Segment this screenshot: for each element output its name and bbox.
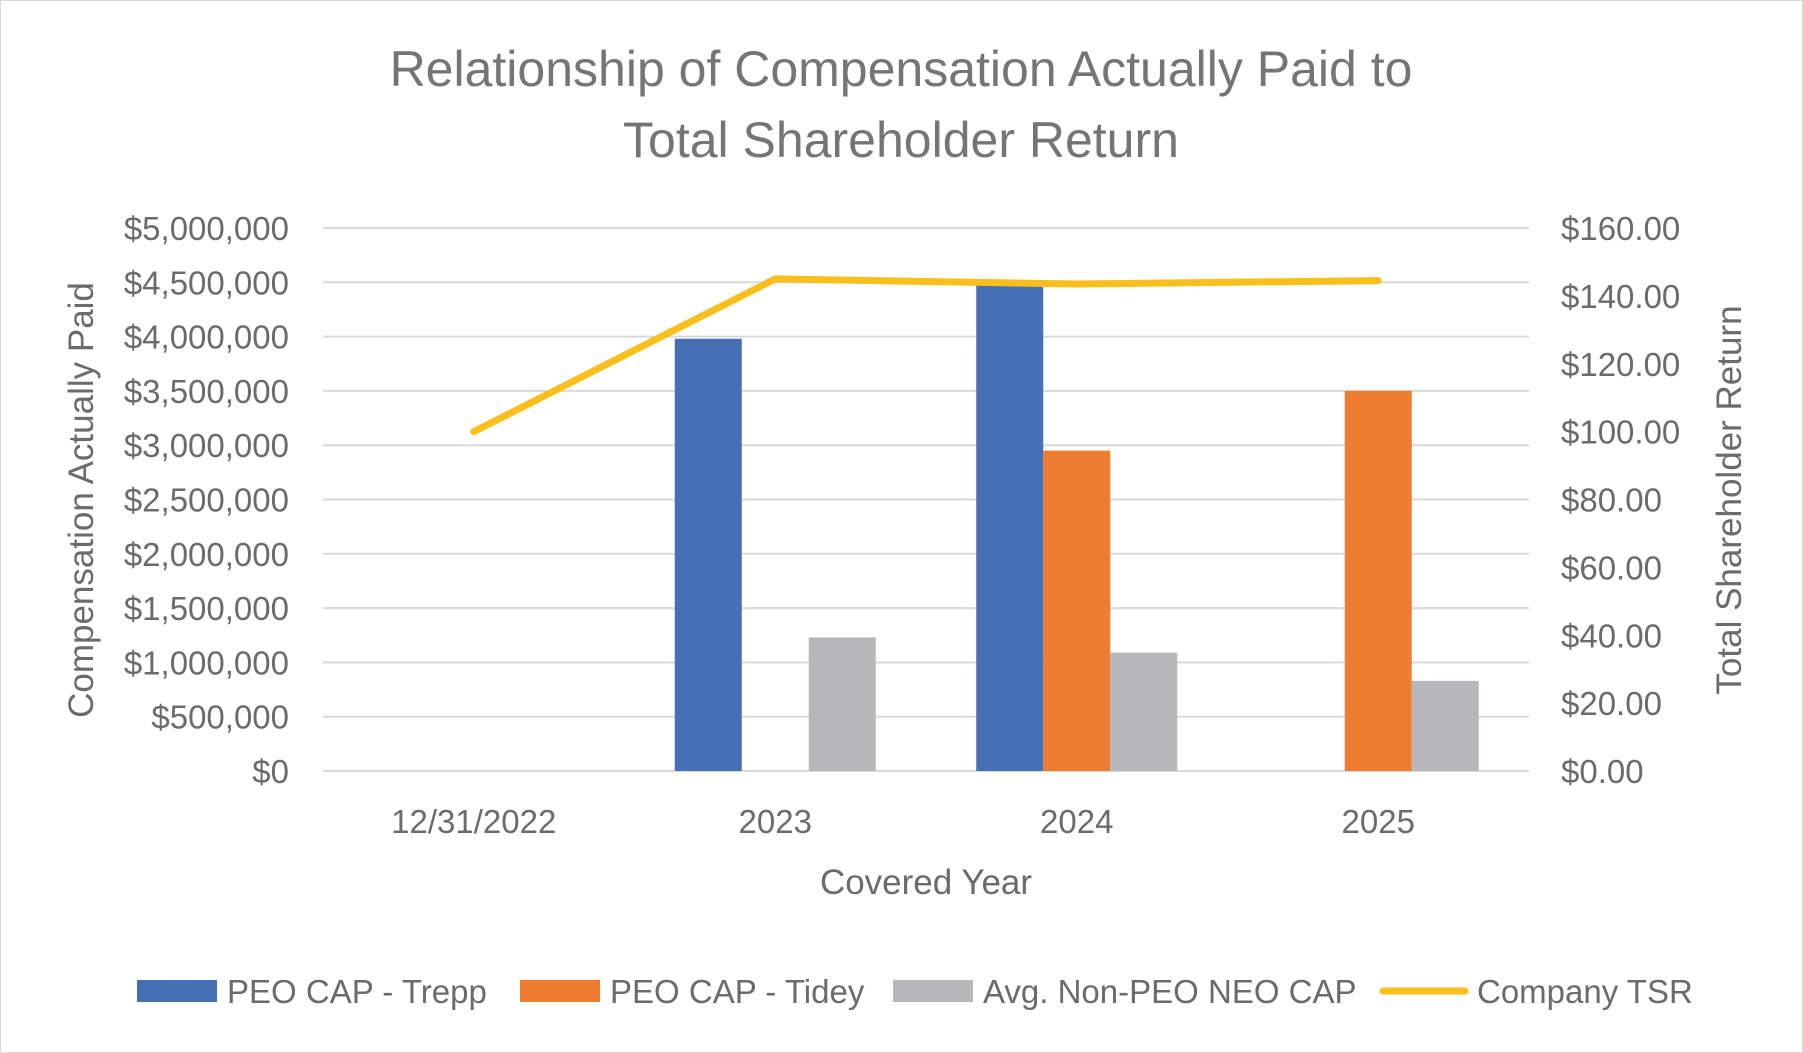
- left-tick-label: $1,500,000: [124, 590, 289, 627]
- legend-swatch-peo-cap-tidey: [520, 980, 600, 1002]
- bar-peo-cap-trepp-2024: [976, 284, 1044, 771]
- bar-peo-cap-tidey-2024: [1043, 450, 1111, 771]
- bar-avg-non-peo-neo-cap-2024: [1110, 652, 1178, 771]
- bar-avg-non-peo-neo-cap-2025: [1411, 680, 1479, 771]
- left-axis-title: Compensation Actually Paid: [62, 282, 101, 718]
- left-tick-label: $5,000,000: [124, 210, 289, 247]
- right-tick-label: $0.00: [1561, 753, 1644, 790]
- left-tick-label: $2,000,000: [124, 536, 289, 573]
- chart-title-line: Total Shareholder Return: [623, 112, 1179, 168]
- left-tick-label: $4,000,000: [124, 319, 289, 356]
- tsr-line-group: [470, 275, 1382, 436]
- x-tick-label: 2025: [1342, 803, 1415, 840]
- left-tick-label: $500,000: [151, 699, 289, 736]
- x-tick-label: 2023: [739, 803, 812, 840]
- right-tick-label: $40.00: [1561, 617, 1662, 654]
- legend: PEO CAP - Trepp PEO CAP - Tidey Avg. Non-P…: [137, 973, 1693, 1010]
- bars: [674, 284, 1479, 771]
- x-tick-label: 2024: [1040, 803, 1113, 840]
- right-tick-label: $100.00: [1561, 414, 1680, 451]
- bar-peo-cap-tidey-2025: [1344, 390, 1412, 771]
- bar-peo-cap-trepp-2023: [674, 338, 742, 771]
- chart-title: Relationship of Compensation Actually Pa…: [390, 41, 1413, 168]
- right-tick-label: $60.00: [1561, 549, 1662, 586]
- left-tick-label: $0: [252, 753, 289, 790]
- legend-swatch-peo-cap-trepp: [137, 980, 217, 1002]
- left-axis-ticks: $0 $500,000 $1,000,000 $1,500,000 $2,000,000…: [124, 210, 289, 790]
- right-tick-label: $120.00: [1561, 346, 1680, 383]
- legend-swatch-avg-non-peo-neo-cap: [893, 980, 973, 1002]
- right-axis-title: Total Shareholder Return: [1710, 305, 1749, 694]
- legend-label-avg-non-peo-neo-cap: Avg. Non-PEO NEO CAP: [983, 973, 1357, 1010]
- left-tick-label: $2,500,000: [124, 482, 289, 519]
- chart-title-line: Relationship of Compensation Actually Pa…: [390, 41, 1413, 97]
- tsr-line: [470, 275, 1382, 436]
- legend-label-peo-cap-trepp: PEO CAP - Trepp: [227, 973, 487, 1010]
- left-tick-label: $3,000,000: [124, 427, 289, 464]
- legend-label-company-tsr: Company TSR: [1477, 973, 1693, 1010]
- right-tick-label: $20.00: [1561, 685, 1662, 722]
- legend-label-peo-cap-tidey: PEO CAP - Tidey: [610, 973, 865, 1010]
- right-tick-label: $140.00: [1561, 278, 1680, 315]
- right-tick-label: $80.00: [1561, 482, 1662, 519]
- left-tick-label: $4,500,000: [124, 264, 289, 301]
- bar-avg-non-peo-neo-cap-2023: [808, 637, 876, 771]
- right-axis-ticks: $0.00 $20.00 $40.00 $60.00 $80.00 $100.00 $120…: [1561, 210, 1680, 790]
- left-tick-label: $1,000,000: [124, 644, 289, 681]
- x-axis-title: Covered Year: [820, 863, 1032, 902]
- x-axis-ticks: 12/31/2022 2023 2024 2025: [391, 803, 1415, 840]
- right-tick-label: $160.00: [1561, 210, 1680, 247]
- left-tick-label: $3,500,000: [124, 373, 289, 410]
- x-tick-label: 12/31/2022: [391, 803, 556, 840]
